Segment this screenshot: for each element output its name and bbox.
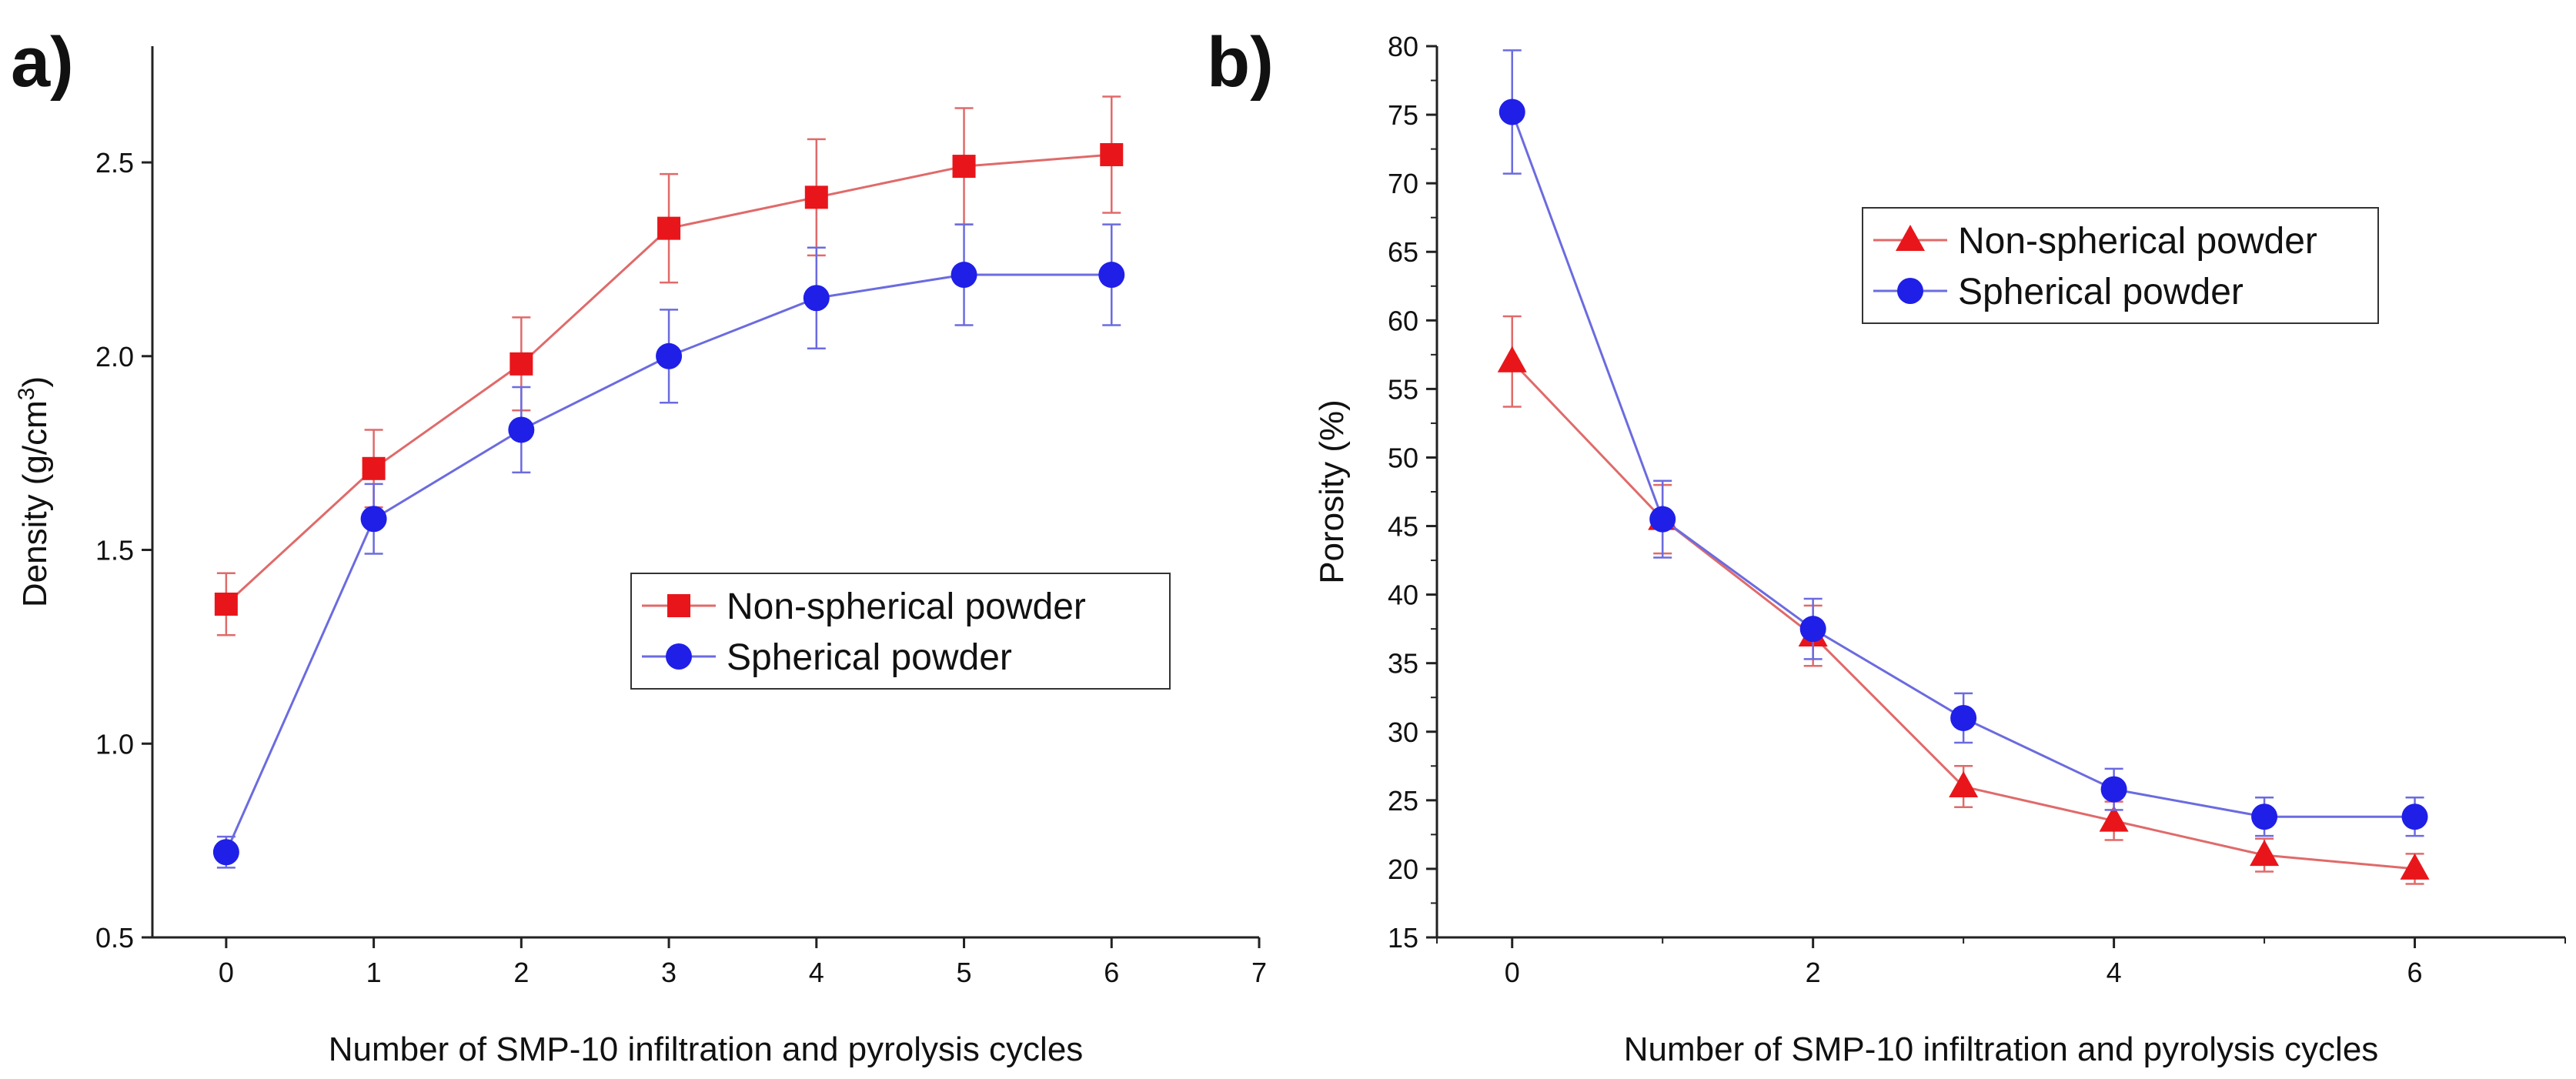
data-point	[214, 593, 238, 616]
series-spherical-powder	[1498, 49, 2428, 837]
porosity-chart: b) 15 20 25 30 35 40 45 50 55 60 65 70 75 80 0 2 4 6 Number…	[1207, 23, 2566, 1068]
legend-marker	[1896, 225, 1925, 251]
legend-marker	[667, 594, 690, 617]
data-point	[360, 506, 387, 533]
y-axis-title-close: )	[16, 376, 54, 388]
y-tick-label: 15	[1388, 922, 1418, 954]
y-tick-label: 55	[1388, 373, 1418, 405]
panel-label: b)	[1207, 23, 1274, 102]
x-tick-label: 2	[513, 957, 529, 988]
y-axis-title-main: Porosity (%)	[1313, 399, 1351, 584]
legend-label: Non-spherical powder	[727, 586, 1086, 627]
x-tick-label: 4	[2107, 957, 2122, 988]
legend-box	[630, 573, 1171, 690]
y-tick-label: 75	[1388, 99, 1418, 131]
density-chart: a) 0.5 1.0 1.5 2.0 2.5 0 1 2 3 4 5 6 7 Number of SMP-1…	[11, 23, 1267, 1068]
y-tick-label: 35	[1388, 648, 1418, 680]
x-tick-label: 6	[2407, 957, 2423, 988]
data-point	[1100, 142, 1124, 166]
x-tick-label: 1	[366, 957, 382, 988]
x-tick-label: 3	[661, 957, 677, 988]
legend-label: Spherical powder	[1958, 272, 2244, 312]
y-tick-label: 65	[1388, 236, 1418, 268]
y-tick-label: 1.0	[95, 728, 134, 760]
data-point	[2099, 805, 2129, 832]
x-tick-label: 2	[1806, 957, 1821, 988]
y-axis-title: Density (g/cm3)	[14, 376, 54, 607]
data-point	[2251, 803, 2278, 830]
data-point	[803, 285, 830, 312]
data-point	[510, 352, 533, 376]
data-point	[212, 839, 239, 866]
y-tick-label: 45	[1388, 511, 1418, 543]
legend-marker	[666, 643, 692, 670]
data-point	[1098, 262, 1125, 289]
data-point	[508, 416, 535, 443]
data-point	[1799, 616, 1826, 643]
legend: Non-spherical powder Spherical powder	[1862, 207, 2379, 324]
y-tick-label: 60	[1388, 305, 1418, 336]
data-point	[952, 155, 976, 179]
data-point	[656, 342, 683, 369]
y-tick-label: 0.5	[95, 922, 134, 954]
legend-box	[1862, 207, 2379, 324]
data-point	[804, 185, 828, 209]
data-point	[2401, 803, 2428, 830]
y-tick-label: 2.5	[95, 147, 134, 179]
x-tick-label: 6	[1104, 957, 1119, 988]
x-tick-label: 4	[809, 957, 824, 988]
x-tick-label: 5	[957, 957, 972, 988]
data-point	[362, 456, 386, 480]
data-point	[1649, 506, 1676, 533]
y-tick-label: 30	[1388, 717, 1418, 748]
legend-marker	[1897, 278, 1923, 304]
y-axis-title: Porosity (%)	[1313, 399, 1351, 584]
y-tick-label: 50	[1388, 442, 1418, 473]
y-tick-label: 20	[1388, 854, 1418, 885]
data-point	[2250, 840, 2280, 867]
series-spherical-powder	[212, 223, 1125, 869]
panel-label: a)	[11, 23, 74, 102]
y-tick-label: 40	[1388, 580, 1418, 611]
data-point	[1498, 99, 1525, 125]
y-axis-title-sup: 3	[14, 388, 39, 401]
y-tick-label: 25	[1388, 785, 1418, 817]
y-tick-label: 80	[1388, 31, 1418, 62]
legend-label: Non-spherical powder	[1958, 221, 2317, 262]
x-tick-label: 7	[1251, 957, 1267, 988]
data-point	[2400, 853, 2430, 880]
data-point	[1497, 346, 1527, 372]
x-axis-title: Number of SMP-10 infiltration and pyroly…	[329, 1031, 1084, 1068]
y-tick-label: 70	[1388, 168, 1418, 199]
legend-label: Spherical powder	[727, 637, 1012, 678]
x-axis-title: Number of SMP-10 infiltration and pyroly…	[1624, 1031, 2379, 1068]
x-tick-label: 0	[1505, 957, 1520, 988]
data-point	[657, 216, 681, 240]
data-point	[2100, 776, 2127, 803]
y-axis-title-main: Density (g/cm	[16, 400, 54, 607]
data-point	[951, 262, 977, 289]
data-point	[1949, 771, 1979, 798]
data-point	[1950, 704, 1977, 731]
y-tick-label: 1.5	[95, 535, 134, 566]
x-tick-label: 0	[219, 957, 234, 988]
y-tick-label: 2.0	[95, 341, 134, 372]
legend: Non-spherical powder Spherical powder	[630, 573, 1171, 690]
series-non-spherical-powder	[1497, 315, 2430, 885]
